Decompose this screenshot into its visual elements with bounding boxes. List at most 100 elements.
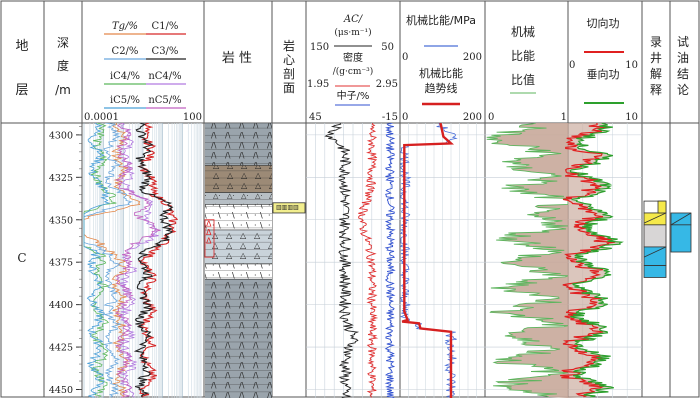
svg-text:机械比能: 机械比能 <box>419 66 463 80</box>
formation-header: 地 层 <box>15 39 28 98</box>
svg-text:iC4/%: iC4/% <box>110 71 140 82</box>
svg-text:心: 心 <box>283 53 295 67</box>
svg-text:趋势线: 趋势线 <box>425 81 458 95</box>
oil-show-marker: Δ <box>206 237 212 246</box>
mud-logging-header: 录 井 解 释 <box>650 35 662 97</box>
svg-text:100: 100 <box>183 112 202 123</box>
svg-text:0.0001: 0.0001 <box>84 112 119 123</box>
lithology-interval <box>205 229 272 264</box>
svg-text:垂向功: 垂向功 <box>587 67 620 81</box>
svg-text:释: 释 <box>650 83 662 97</box>
svg-text:10: 10 <box>625 112 638 123</box>
svg-text:200: 200 <box>463 52 482 63</box>
svg-text:nC4/%: nC4/% <box>148 71 181 82</box>
oil-test-interval <box>670 224 692 253</box>
svg-text:200: 200 <box>463 112 482 123</box>
svg-text:1.95: 1.95 <box>307 79 329 90</box>
lithology-interval <box>205 204 272 230</box>
svg-text:/m: /m <box>55 83 71 97</box>
svg-text:论: 论 <box>677 83 689 97</box>
svg-text:比值: 比值 <box>511 72 535 87</box>
svg-text:C3/%: C3/% <box>152 46 179 57</box>
mse-curve <box>399 123 458 398</box>
svg-text:/(g·cm⁻³): /(g·cm⁻³) <box>333 66 374 77</box>
neutron-curve <box>384 123 396 398</box>
lithology-interval <box>205 192 272 205</box>
depth-tick-label: 4325 <box>49 173 73 184</box>
svg-text:C2/%: C2/% <box>112 46 139 57</box>
svg-text:岩: 岩 <box>283 38 295 53</box>
svg-text:机械: 机械 <box>511 24 535 39</box>
svg-text:面: 面 <box>283 81 295 95</box>
work-header: 切向功 0 10 垂向功 10 <box>569 16 638 123</box>
tg-curve <box>83 123 141 398</box>
svg-text:切向功: 切向功 <box>587 16 620 30</box>
c3-curve <box>133 123 174 398</box>
svg-text:比能: 比能 <box>511 49 535 63</box>
c2-curve <box>83 123 133 398</box>
lithology-interval <box>205 279 272 398</box>
oil-show-marker: Δ <box>206 220 212 229</box>
ratio-curve <box>486 123 569 398</box>
svg-text:0: 0 <box>402 52 408 63</box>
depth-tick-label: 4300 <box>49 130 73 141</box>
ac-curve <box>324 123 360 398</box>
logs-header: AC/ (μs·m⁻¹) 150 50 密度 /(g·cm⁻³) 1.95 2.… <box>307 14 398 123</box>
core-texture: ▥▥▥▥ <box>276 204 299 211</box>
svg-text:井: 井 <box>650 51 662 65</box>
svg-text:45: 45 <box>309 112 322 123</box>
svg-text:层: 层 <box>15 83 28 98</box>
ratio-header: 机械 比能 比值 0 1 <box>488 24 567 123</box>
table-border <box>0 0 700 398</box>
nc4-curve <box>119 123 159 398</box>
lithology-interval <box>205 165 272 193</box>
svg-text:剖: 剖 <box>283 67 295 81</box>
svg-text:C1/%: C1/% <box>152 21 179 32</box>
formation-value: C <box>17 251 26 265</box>
svg-text:地: 地 <box>15 39 28 54</box>
svg-text:10: 10 <box>625 60 638 71</box>
svg-text:试: 试 <box>677 34 689 49</box>
oil-show-marker: Δ <box>206 228 212 237</box>
lithology-header: 岩 性 <box>222 51 252 66</box>
vertical-work-curve <box>569 123 624 398</box>
depth-tick-label: 4350 <box>49 215 73 226</box>
ic4-curve <box>83 123 117 398</box>
mud-logging-interval <box>643 246 667 266</box>
depth-tick-label: 4425 <box>49 343 73 354</box>
svg-text:度: 度 <box>57 58 69 73</box>
density-curve <box>358 123 379 398</box>
svg-text:结: 结 <box>677 67 689 81</box>
svg-text:深: 深 <box>57 36 69 50</box>
svg-text:0: 0 <box>488 112 494 123</box>
svg-text:150: 150 <box>310 42 329 53</box>
depth-tick-label: 4400 <box>49 300 73 311</box>
mud-logging-interval <box>643 265 667 278</box>
mse-trend-line <box>401 123 455 398</box>
gas-header: Tg/% C2/% iC4/% iC5/% C1/% C3/% nC4/% nC… <box>84 21 202 123</box>
depth-header: 深 度 /m <box>55 36 71 97</box>
mse-header: 机械比能/MPa 0 200 机械比能 趋势线 0 200 <box>402 13 482 123</box>
nc5-curve <box>114 123 161 398</box>
svg-text:录: 录 <box>650 35 662 49</box>
svg-text:0: 0 <box>569 60 575 71</box>
lithology-interval <box>205 123 272 166</box>
svg-text:密度: 密度 <box>343 51 363 64</box>
svg-text:中子/%: 中子/% <box>337 89 370 102</box>
core-interval <box>272 202 306 214</box>
svg-text:AC/: AC/ <box>343 14 364 25</box>
cut-work-curve <box>560 123 616 398</box>
oil-test-header: 试 油 结 论 <box>677 34 689 97</box>
svg-text:iC5/%: iC5/% <box>110 95 140 106</box>
depth-tick-label: 4450 <box>49 385 73 396</box>
svg-text:1: 1 <box>561 112 567 123</box>
svg-text:0: 0 <box>402 112 408 123</box>
svg-text:油: 油 <box>677 51 689 65</box>
svg-text:2.95: 2.95 <box>376 79 398 90</box>
ratio-fill <box>486 123 568 398</box>
svg-text:-15: -15 <box>382 112 398 123</box>
mud-logging-interval <box>643 224 667 248</box>
lithology-interval <box>205 263 272 280</box>
